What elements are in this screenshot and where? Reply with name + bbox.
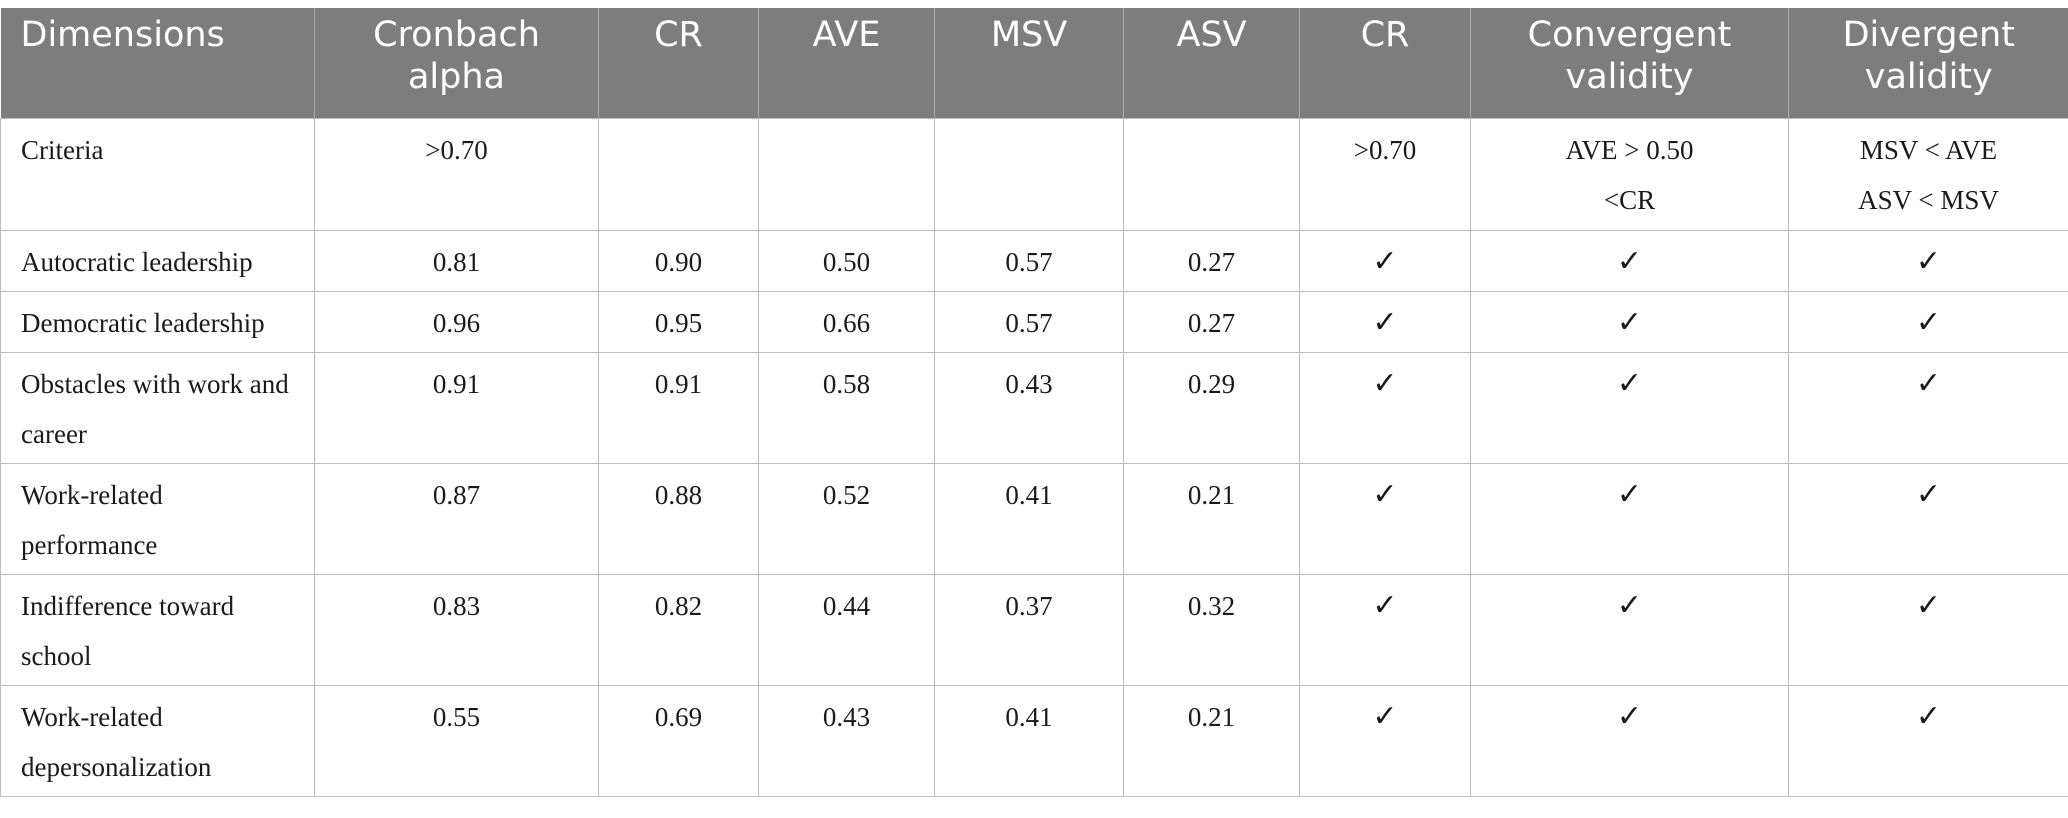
- header-dimensions: Dimensions: [0, 8, 315, 118]
- header-ave: AVE: [758, 8, 935, 118]
- cr-check-cell: ✓: [1299, 573, 1471, 686]
- dimension-cell: Obstacles with work and career: [0, 351, 315, 464]
- header-cronbach-alpha: Cronbach alpha: [314, 8, 599, 118]
- validity-table: Dimensions Cronbach alpha CR AVE MSV ASV…: [0, 8, 2068, 797]
- table-row: Indifference toward school 0.83 0.82 0.44 0.…: [0, 573, 2068, 686]
- criteria-divergent-line-1: MSV < AVE: [1859, 134, 1998, 165]
- cr-check-cell: ✓: [1299, 351, 1471, 464]
- divergent-check-cell: ✓: [1788, 229, 2068, 292]
- criteria-convergent-line-1: AVE > 0.50: [1565, 134, 1694, 165]
- dimension-cell: Work-related depersonalization: [0, 684, 315, 797]
- cronbach-cell: 0.87: [314, 462, 599, 575]
- table-row: Work-related performance 0.87 0.88 0.52 0.41…: [0, 462, 2068, 575]
- table-row: Democratic leadership 0.96 0.95 0.66 0.57 0.2…: [0, 290, 2068, 353]
- dimension-cell: Work-related performance: [0, 462, 315, 575]
- criteria-cr: [598, 117, 759, 231]
- cronbach-cell: 0.96: [314, 290, 599, 353]
- msv-cell: 0.57: [934, 229, 1124, 292]
- cronbach-cell: 0.83: [314, 573, 599, 686]
- cr-cell: 0.88: [598, 462, 759, 575]
- cronbach-cell: 0.81: [314, 229, 599, 292]
- header-row: Dimensions Cronbach alpha CR AVE MSV ASV…: [0, 8, 2068, 118]
- ave-cell: 0.50: [758, 229, 935, 292]
- dimension-cell: Indifference toward school: [0, 573, 315, 686]
- criteria-divergent: MSV < AVE ASV < MSV: [1788, 117, 2068, 231]
- cr-check-cell: ✓: [1299, 229, 1471, 292]
- msv-cell: 0.41: [934, 462, 1124, 575]
- msv-cell: 0.41: [934, 684, 1124, 797]
- divergent-check-cell: ✓: [1788, 290, 2068, 353]
- ave-cell: 0.66: [758, 290, 935, 353]
- divergent-check-cell: ✓: [1788, 684, 2068, 797]
- convergent-check-cell: ✓: [1470, 573, 1789, 686]
- table-row: Autocratic leadership 0.81 0.90 0.50 0.57 0.2…: [0, 229, 2068, 292]
- ave-cell: 0.52: [758, 462, 935, 575]
- cr-cell: 0.91: [598, 351, 759, 464]
- table-row: Obstacles with work and career 0.91 0.91 0.…: [0, 351, 2068, 464]
- divergent-check-cell: ✓: [1788, 351, 2068, 464]
- asv-cell: 0.21: [1123, 462, 1300, 575]
- msv-cell: 0.37: [934, 573, 1124, 686]
- cr-cell: 0.82: [598, 573, 759, 686]
- header-msv: MSV: [934, 8, 1124, 118]
- asv-cell: 0.32: [1123, 573, 1300, 686]
- ave-cell: 0.58: [758, 351, 935, 464]
- asv-cell: 0.21: [1123, 684, 1300, 797]
- criteria-asv: [1123, 117, 1300, 231]
- asv-cell: 0.27: [1123, 229, 1300, 292]
- divergent-check-cell: ✓: [1788, 462, 2068, 575]
- cronbach-cell: 0.91: [314, 351, 599, 464]
- criteria-convergent: AVE > 0.50 <CR: [1470, 117, 1789, 231]
- asv-cell: 0.29: [1123, 351, 1300, 464]
- convergent-check-cell: ✓: [1470, 290, 1789, 353]
- cr-check-cell: ✓: [1299, 684, 1471, 797]
- convergent-check-cell: ✓: [1470, 684, 1789, 797]
- criteria-convergent-line-2: <CR: [1603, 184, 1656, 215]
- convergent-check-cell: ✓: [1470, 351, 1789, 464]
- msv-cell: 0.57: [934, 290, 1124, 353]
- criteria-ave: [758, 117, 935, 231]
- divergent-check-cell: ✓: [1788, 573, 2068, 686]
- data-rows: Autocratic leadership 0.81 0.90 0.50 0.57 0.2…: [0, 229, 2068, 797]
- cr-cell: 0.69: [598, 684, 759, 797]
- cr-check-cell: ✓: [1299, 462, 1471, 575]
- dimension-cell: Democratic leadership: [0, 290, 315, 353]
- dimension-cell: Autocratic leadership: [0, 229, 315, 292]
- criteria-label: Criteria: [0, 117, 315, 231]
- table-row: Work-related depersonalization 0.55 0.69 0.…: [0, 684, 2068, 797]
- criteria-cronbach: >0.70: [314, 117, 599, 231]
- header-divergent-validity: Divergent validity: [1788, 8, 2068, 118]
- criteria-row: Criteria >0.70 >0.70 AVE > 0.50 <CR MSV …: [0, 117, 2068, 231]
- cr-check-cell: ✓: [1299, 290, 1471, 353]
- criteria-divergent-line-2: ASV < MSV: [1858, 184, 1999, 215]
- criteria-msv: [934, 117, 1124, 231]
- asv-cell: 0.27: [1123, 290, 1300, 353]
- cr-cell: 0.90: [598, 229, 759, 292]
- convergent-check-cell: ✓: [1470, 462, 1789, 575]
- ave-cell: 0.43: [758, 684, 935, 797]
- header-asv: ASV: [1123, 8, 1300, 118]
- cr-cell: 0.95: [598, 290, 759, 353]
- criteria-cr-2: >0.70: [1299, 117, 1471, 231]
- convergent-check-cell: ✓: [1470, 229, 1789, 292]
- header-convergent-validity: Convergent validity: [1470, 8, 1789, 118]
- msv-cell: 0.43: [934, 351, 1124, 464]
- ave-cell: 0.44: [758, 573, 935, 686]
- cronbach-cell: 0.55: [314, 684, 599, 797]
- header-cr: CR: [598, 8, 759, 118]
- header-cr-2: CR: [1299, 8, 1471, 118]
